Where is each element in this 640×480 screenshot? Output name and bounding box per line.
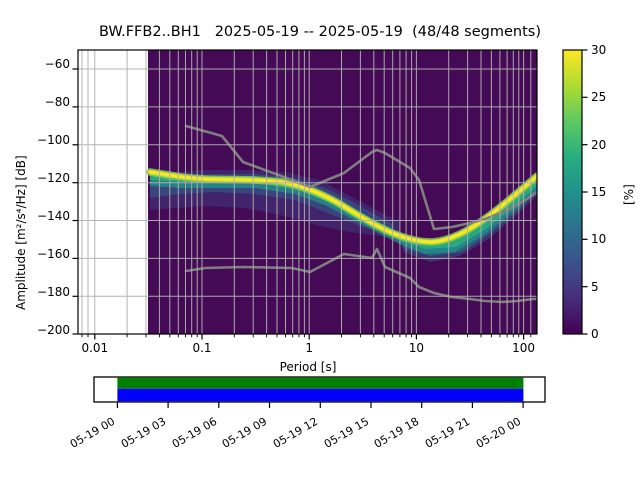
coverage-timeline[interactable] bbox=[0, 370, 640, 420]
x-axis-minor-ticks bbox=[81, 334, 532, 338]
coverage-bar-blue[interactable] bbox=[117, 388, 524, 402]
nlnm-curve bbox=[184, 247, 537, 304]
x-tick-label: 100 bbox=[512, 341, 536, 355]
y-tick-label: −180 bbox=[37, 285, 70, 299]
page-title: BW.FFB2..BH1 2025-05-19 -- 2025-05-19 (4… bbox=[99, 24, 541, 40]
y-tick-label: −100 bbox=[37, 133, 70, 147]
colorbar-tick-label: 0 bbox=[591, 327, 599, 341]
colorbar-label: [%] bbox=[622, 184, 636, 205]
y-tick-label: −80 bbox=[44, 95, 70, 109]
y-tick-label: −160 bbox=[37, 247, 70, 261]
noise-model-curves bbox=[184, 124, 537, 304]
colorbar-tick-label: 20 bbox=[591, 138, 607, 152]
x-tick-label: 1 bbox=[305, 341, 313, 355]
colorbar-ticks bbox=[582, 49, 588, 335]
x-axis-ticks bbox=[94, 334, 525, 340]
colorbar bbox=[562, 49, 583, 335]
plot-grid bbox=[78, 50, 537, 334]
y-tick-label: −140 bbox=[37, 209, 70, 223]
y-tick-label: −120 bbox=[37, 171, 70, 185]
y-axis-ticks bbox=[72, 68, 78, 335]
nhnm-curve bbox=[184, 124, 537, 231]
x-tick-label: 0.1 bbox=[192, 341, 212, 355]
y-tick-label: −200 bbox=[37, 323, 70, 337]
colorbar-tick-label: 15 bbox=[591, 185, 607, 199]
coverage-bar-green[interactable] bbox=[117, 377, 524, 389]
timeline-ticks bbox=[116, 402, 524, 408]
colorbar-tick-label: 25 bbox=[591, 90, 607, 104]
x-tick-label: 0.01 bbox=[81, 341, 109, 355]
colorbar-tick-label: 5 bbox=[591, 280, 599, 294]
plot-frame bbox=[77, 49, 538, 335]
y-tick-label: −60 bbox=[44, 57, 70, 71]
colorbar-tick-label: 10 bbox=[591, 232, 607, 246]
colorbar-tick-label: 30 bbox=[591, 43, 607, 57]
x-axis-label: Period [s] bbox=[279, 360, 337, 374]
ppsd-plot-area bbox=[72, 49, 588, 340]
x-tick-label: 10 bbox=[408, 341, 425, 355]
